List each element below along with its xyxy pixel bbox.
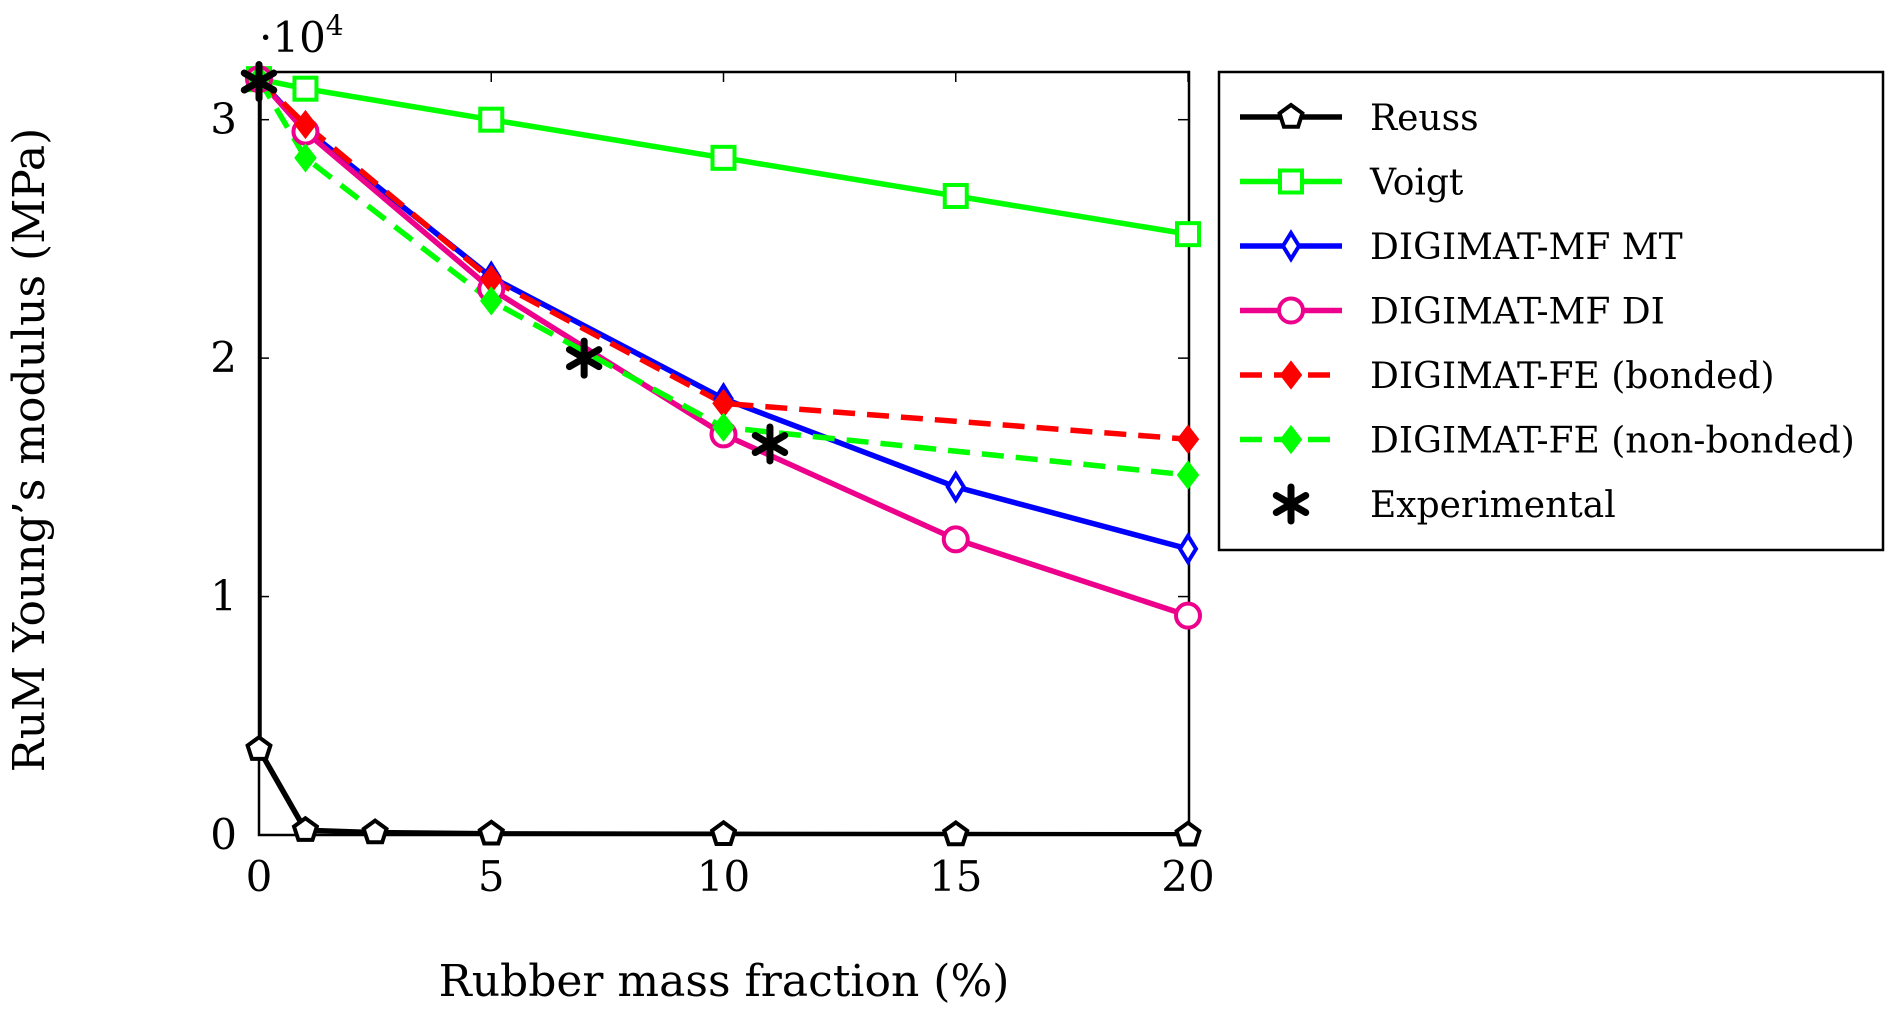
- y-axis-multiplier-exponent: 4: [326, 9, 344, 42]
- asterisk-stroke: [751, 431, 789, 456]
- x-tick-label: 15: [929, 852, 982, 901]
- x-tick-label: 20: [1161, 852, 1214, 901]
- data-point-experimental: [565, 337, 603, 379]
- legend-marker-sample: [1278, 168, 1304, 195]
- y-tick-label: 2: [210, 333, 237, 382]
- legend-marker-sample: [1279, 360, 1303, 390]
- legend-label: Experimental: [1370, 485, 1616, 526]
- data-point-digimat-fe-non-bonded: [479, 286, 503, 316]
- y-axis-multiplier: ·104: [259, 9, 344, 62]
- legend-label: DIGIMAT-MF DI: [1370, 292, 1665, 333]
- asterisk-stroke: [240, 69, 278, 94]
- data-point-digimat-fe-bonded: [1176, 424, 1200, 454]
- data-point-reuss: [477, 819, 506, 846]
- legend-label: Voigt: [1369, 163, 1464, 204]
- data-point-reuss: [941, 820, 970, 847]
- legend-label: DIGIMAT-FE (non-bonded): [1370, 421, 1855, 462]
- data-point-voigt: [710, 144, 737, 171]
- ticks: 0 5 10 15 20 0 1 2 3: [210, 72, 1215, 901]
- legend: Reuss Voigt DIGIMAT-MF MT DIGIMAT-MF DI DIGI…: [1217, 70, 1885, 552]
- data-point-digimat-fe-non-bonded: [294, 143, 317, 173]
- legend-marker-sample: [1277, 296, 1305, 325]
- data-point-digimat-mf-di: [1174, 601, 1202, 630]
- legend-marker-sample: [1272, 483, 1310, 525]
- data-point-digimat-mf-di: [941, 525, 970, 554]
- data-point-digimat-fe-bonded: [294, 109, 317, 140]
- asterisk-stroke: [565, 346, 603, 371]
- data-point-voigt: [292, 75, 319, 102]
- asterisk-stroke: [1272, 492, 1310, 516]
- plot-area-frame: [257, 70, 1191, 837]
- y-axis-multiplier-base: ·10: [259, 13, 326, 62]
- data-point-digimat-mf-mt: [945, 470, 967, 504]
- y-axis-label: RuM Young’s modulus (MPa): [4, 128, 55, 773]
- series-lines: [259, 76, 1189, 835]
- legend-label: DIGIMAT-FE (bonded): [1370, 356, 1775, 397]
- data-point-reuss: [1174, 820, 1202, 847]
- data-point-reuss: [245, 734, 273, 761]
- legend-entries: Reuss Voigt DIGIMAT-MF MT DIGIMAT-MF DI DIGI…: [1240, 98, 1855, 526]
- legend-entry-digimat-mf-mt: DIGIMAT-MF MT: [1240, 227, 1683, 268]
- legend-label: DIGIMAT-MF MT: [1370, 227, 1683, 268]
- data-point-voigt: [942, 182, 969, 209]
- series-markers: [240, 61, 1202, 847]
- legend-entry-voigt: Voigt: [1240, 163, 1464, 204]
- data-point-reuss: [361, 818, 389, 845]
- legend-label: Reuss: [1370, 98, 1479, 139]
- y-tick-label: 1: [210, 572, 237, 621]
- x-tick-label: 10: [697, 852, 750, 901]
- data-point-voigt: [478, 106, 505, 133]
- x-tick-label: 0: [246, 852, 273, 901]
- data-point-experimental: [240, 61, 278, 103]
- data-point-digimat-mf-mt: [1177, 532, 1199, 566]
- data-point-digimat-fe-non-bonded: [1176, 460, 1200, 490]
- legend-entry-digimat-fe-bonded: DIGIMAT-FE (bonded): [1240, 356, 1775, 397]
- legend-marker-sample: [1280, 229, 1302, 263]
- x-axis-label: Rubber mass fraction (%): [439, 956, 1010, 1007]
- data-point-experimental: [751, 423, 789, 465]
- y-tick-label: 0: [210, 810, 237, 859]
- legend-entry-experimental: Experimental: [1272, 483, 1616, 526]
- legend-entry-digimat-mf-di: DIGIMAT-MF DI: [1240, 292, 1665, 333]
- data-point-reuss: [709, 819, 738, 846]
- x-tick-label: 5: [478, 852, 505, 901]
- series-line-reuss: [259, 79, 1189, 835]
- legend-marker-sample: [1279, 424, 1303, 455]
- data-point-digimat-fe-non-bonded: [712, 412, 735, 442]
- legend-entry-reuss: Reuss: [1240, 98, 1479, 139]
- legend-entry-digimat-fe-non-bonded: DIGIMAT-FE (non-bonded): [1240, 421, 1855, 462]
- data-point-reuss: [291, 815, 320, 842]
- y-tick-label: 3: [210, 95, 237, 144]
- data-point-voigt: [1175, 221, 1201, 248]
- legend-marker-sample: [1277, 102, 1305, 129]
